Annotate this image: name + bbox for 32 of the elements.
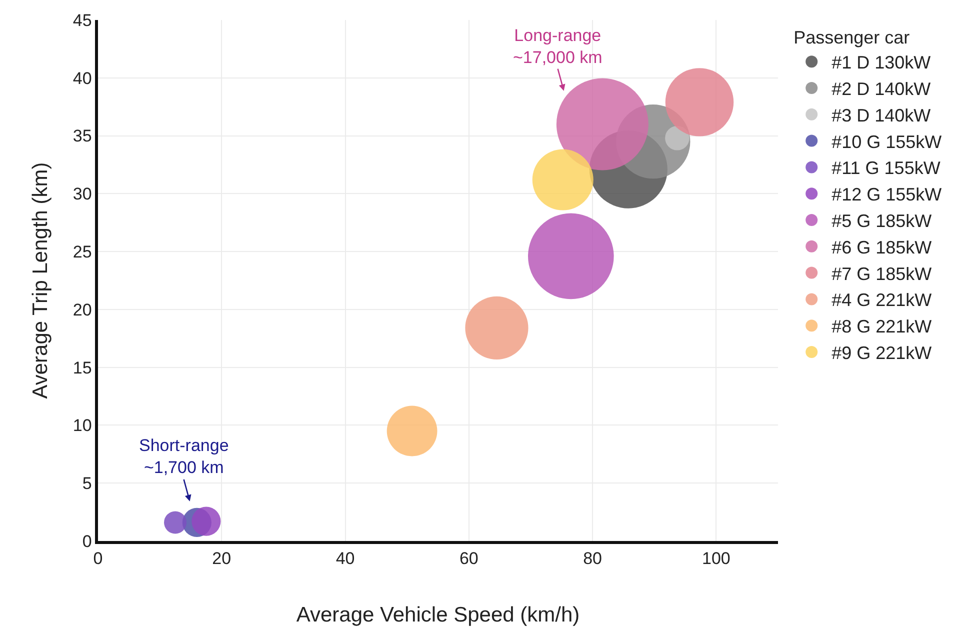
x-tick-label: 20	[212, 549, 232, 568]
legend-label: #1 D 130kW	[832, 52, 931, 73]
legend-label: #12 G 155kW	[832, 184, 942, 205]
legend-label: #10 G 155kW	[832, 132, 942, 152]
x-tick-label: 100	[702, 549, 730, 568]
annotation: Long-range ~17,000 km	[513, 26, 602, 68]
legend-label: #2 D 140kW	[832, 79, 931, 100]
x-axis-title: Average Vehicle Speed (km/h)	[296, 603, 580, 626]
y-tick-label: 25	[72, 242, 92, 262]
y-axis-title: Average Trip Length (km)	[29, 162, 52, 399]
legend-label: #11 G 155kW	[832, 158, 940, 178]
y-tick-label: 40	[72, 68, 92, 88]
legend-label: #7 G 185kW	[832, 264, 932, 284]
y-tick-label: 35	[72, 126, 92, 146]
y-tick-label: 30	[72, 184, 92, 204]
y-tick-label: 15	[72, 358, 92, 378]
legend-label: #9 G 221kW	[832, 343, 932, 364]
x-tick-label: 60	[459, 549, 478, 568]
y-tick-label: 5	[82, 474, 92, 494]
y-tick-label: 10	[72, 416, 92, 436]
legend-label: #4 G 221kW	[832, 290, 932, 310]
y-tick-label: 45	[72, 10, 92, 30]
legend-label: #5 G 185kW	[832, 211, 932, 232]
y-tick-label: 0	[82, 532, 92, 551]
legend-title: Passenger car	[794, 27, 910, 48]
legend-label: #6 G 185kW	[832, 237, 932, 258]
x-tick-label: 80	[583, 549, 602, 568]
annotation: Short-range ~1,700 km	[139, 436, 229, 478]
legend-label: #8 G 221kW	[832, 316, 932, 337]
legend-label: #3 D 140kW	[832, 105, 931, 126]
y-tick-label: 20	[72, 300, 92, 320]
x-tick-label: 40	[336, 549, 355, 568]
